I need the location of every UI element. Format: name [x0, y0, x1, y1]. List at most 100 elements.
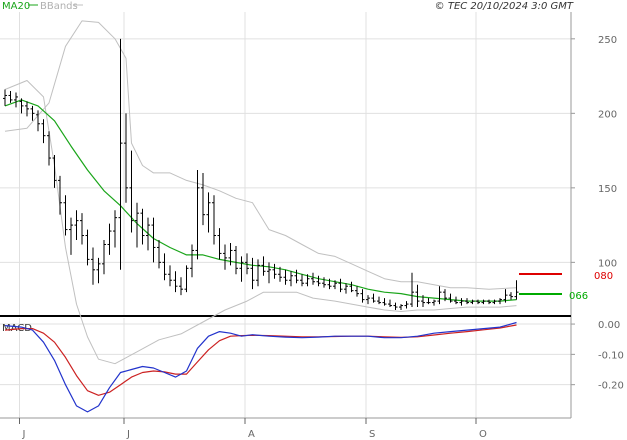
ohlc-bar	[96, 257, 101, 284]
ohlc-bar	[69, 217, 73, 255]
ohlc-bar	[206, 192, 211, 233]
ohlc-bar	[157, 240, 161, 269]
ohlc-bar	[135, 202, 139, 248]
ohlc-bar	[360, 289, 365, 303]
ohlc-bar	[300, 274, 304, 287]
x-axis-tick-label: S	[369, 429, 375, 440]
ohlc-bar	[454, 296, 458, 305]
ohlc-bar	[443, 289, 447, 302]
ohlc-bar	[195, 169, 200, 260]
ohlc-bar	[465, 298, 469, 305]
ohlc-bar	[201, 172, 205, 226]
ohlc-bar	[289, 271, 293, 287]
ohlc-bar	[371, 293, 376, 303]
ma20-line	[4, 99, 517, 302]
ohlc-bar	[250, 257, 255, 290]
ohlc-bar	[459, 298, 464, 306]
ohlc-bar	[234, 245, 238, 275]
macd-y-axis: 0.00 -0.10 -0.20	[571, 320, 624, 392]
ohlc-bar	[272, 263, 277, 279]
ohlc-bar	[399, 304, 403, 311]
ohlc-bar	[25, 101, 29, 117]
ohlc-bar	[492, 299, 497, 305]
ohlc-bar	[173, 271, 178, 293]
ohlc-bar	[476, 299, 480, 305]
ohlc-bar	[58, 175, 62, 215]
ohlc-bar	[102, 240, 106, 275]
ohlc-bar	[432, 299, 436, 306]
price-y-axis: 100 150 200 250	[571, 35, 617, 269]
ohlc-bar	[91, 247, 95, 285]
ohlc-bar	[151, 217, 156, 263]
copyright-text: © TEC 20/10/2024 3:0 GMT	[435, 1, 574, 12]
ohlc-bar	[355, 286, 359, 297]
ohlc-bar	[3, 89, 7, 106]
ohlc-bar	[74, 210, 79, 240]
ohlc-bar	[410, 272, 414, 308]
ohlc-bar	[487, 299, 491, 305]
bollinger-bands	[4, 20, 517, 365]
macd-y-tick-label: 0.00	[598, 320, 620, 331]
macd-line	[4, 321, 517, 413]
ohlc-bar	[267, 262, 271, 284]
ohlc-bar	[514, 280, 519, 300]
ohlc-bar	[448, 293, 453, 303]
ohlc-bar	[421, 295, 425, 308]
ohlc-bar	[80, 213, 84, 245]
ohlc-bar	[113, 210, 117, 248]
ohlc-bar	[212, 195, 216, 245]
ohlc-bar	[146, 217, 150, 251]
ohlc-bar	[85, 229, 90, 266]
ohlc-bar	[366, 295, 370, 305]
ohlc-bar	[245, 253, 249, 275]
ohlc-bar	[228, 242, 233, 266]
ohlc-bar	[377, 296, 381, 305]
ohlc-bar	[256, 259, 260, 287]
ohlc-bar	[36, 110, 40, 132]
ohlc-bar	[239, 256, 244, 282]
price-y-tick-label: 250	[598, 35, 617, 46]
ohlc-bar	[481, 299, 486, 305]
macd-panel-grid	[0, 318, 571, 418]
ohlc-bar	[8, 90, 13, 103]
support-label: 066	[569, 291, 588, 302]
ohlc-bar	[168, 265, 172, 287]
ohlc-bar	[179, 277, 183, 296]
ohlc-bar	[393, 302, 398, 311]
ohlc-bar	[63, 195, 68, 236]
bb-upper-line	[4, 20, 517, 290]
ohlc-bar	[52, 155, 57, 188]
legend-ma20: MA20	[2, 1, 30, 12]
macd-y-tick-label: -0.20	[598, 381, 624, 392]
support-resistance: 080 066	[519, 271, 613, 302]
price-panel-grid	[0, 12, 571, 316]
ma20-polyline	[4, 99, 517, 302]
ohlc-bar	[41, 119, 46, 144]
ohlc-bar	[261, 256, 266, 276]
ohlc-bar	[388, 299, 392, 308]
legend-bbands: BBands	[40, 1, 78, 12]
ohlc-bar	[140, 208, 145, 245]
ohlc-bar	[437, 286, 442, 305]
ohlc-bar	[184, 265, 189, 293]
ohlc-bar	[107, 223, 112, 255]
ohlc-bar	[333, 280, 337, 290]
ohlc-bar	[14, 92, 18, 108]
ohlc-bar	[223, 244, 227, 270]
x-axis-tick-label: J	[126, 429, 130, 440]
ohlc-bar	[47, 131, 51, 166]
ohlc-bar	[311, 272, 315, 285]
ohlc-bar	[503, 289, 508, 303]
ohlc-bar	[118, 38, 123, 270]
ohlc-bar	[322, 277, 326, 288]
macd-y-tick-label: -0.10	[598, 350, 624, 361]
x-axis-tick-label: A	[248, 429, 255, 440]
ohlc-bar	[338, 278, 343, 293]
ohlc-bar	[344, 283, 348, 294]
ohlc-bar	[30, 105, 35, 121]
ohlc-bar	[316, 275, 321, 287]
ohlc-bar	[217, 228, 222, 260]
price-y-tick-label: 200	[598, 109, 617, 120]
